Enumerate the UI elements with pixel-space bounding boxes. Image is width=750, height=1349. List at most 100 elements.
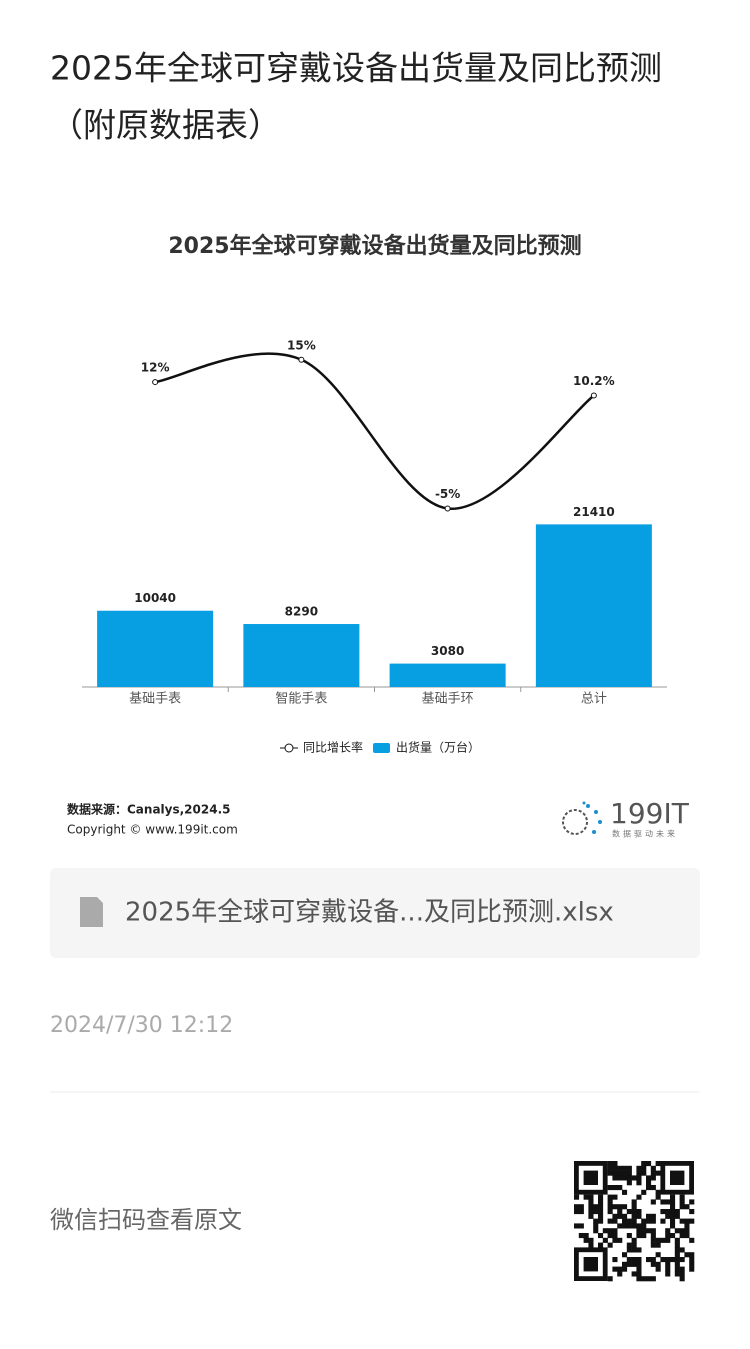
qr-module xyxy=(607,1242,613,1248)
qr-module xyxy=(631,1223,637,1229)
qr-module xyxy=(689,1252,695,1258)
qr-module xyxy=(607,1199,613,1205)
qr-module xyxy=(684,1233,690,1239)
logo-icon xyxy=(562,801,602,835)
qr-module xyxy=(689,1237,695,1243)
qr-module xyxy=(684,1218,690,1224)
qr-module xyxy=(689,1266,695,1272)
qr-module xyxy=(641,1276,647,1282)
qr-module xyxy=(631,1261,637,1267)
qr-module xyxy=(674,1237,680,1243)
qr-module xyxy=(670,1213,676,1219)
qr-module xyxy=(607,1228,613,1234)
qr-module xyxy=(631,1271,637,1277)
qr-module xyxy=(655,1261,661,1267)
qr-finder xyxy=(574,1247,608,1282)
qr-module xyxy=(612,1165,618,1171)
qr-module xyxy=(574,1223,580,1229)
qr-module xyxy=(622,1252,628,1258)
qr-module xyxy=(650,1228,656,1234)
qr-module xyxy=(583,1233,589,1239)
qr-module xyxy=(612,1257,618,1263)
qr-module xyxy=(665,1237,671,1243)
qr-module xyxy=(684,1228,690,1234)
qr-module xyxy=(646,1257,652,1263)
qr-module xyxy=(598,1194,604,1200)
x-tick-label: 基础手环 xyxy=(422,692,474,707)
qr-module xyxy=(636,1175,642,1181)
qr-module xyxy=(641,1165,647,1171)
qr-module xyxy=(679,1276,685,1282)
qr-module xyxy=(689,1218,695,1224)
qr-module xyxy=(670,1218,676,1224)
qr-module xyxy=(598,1213,604,1219)
qr-module xyxy=(578,1223,584,1229)
date: 2024/7/30 12:12 xyxy=(50,1013,233,1038)
legend-item: 同比增长率 xyxy=(280,740,363,755)
qr-module xyxy=(655,1194,661,1200)
qr-module xyxy=(646,1185,652,1191)
qr-module xyxy=(617,1170,623,1176)
qr-module xyxy=(636,1276,642,1282)
qr-module xyxy=(679,1228,685,1234)
qr-module xyxy=(655,1252,661,1258)
qr-module xyxy=(641,1233,647,1239)
qr-module xyxy=(646,1218,652,1224)
qr-module xyxy=(636,1266,642,1272)
qr-module xyxy=(593,1228,599,1234)
qr-module xyxy=(617,1271,623,1277)
qr-module xyxy=(670,1257,676,1263)
qr-module xyxy=(665,1209,671,1215)
qr-module xyxy=(650,1199,656,1205)
qr-module xyxy=(593,1204,599,1210)
qr-module xyxy=(650,1242,656,1248)
qr-caption: 微信扫码查看原文 xyxy=(50,1206,242,1234)
qr-module xyxy=(665,1213,671,1219)
qr-module xyxy=(655,1266,661,1272)
qr-module xyxy=(660,1257,666,1263)
qr-module xyxy=(650,1213,656,1219)
qr-module xyxy=(588,1194,594,1200)
qr-module xyxy=(598,1233,604,1239)
qr-module xyxy=(679,1218,685,1224)
line-point xyxy=(444,505,451,512)
qr-module xyxy=(665,1233,671,1239)
bar xyxy=(535,524,652,687)
qr-module xyxy=(636,1170,642,1176)
qr-module xyxy=(674,1209,680,1215)
qr-module xyxy=(574,1194,580,1200)
qr-module xyxy=(593,1218,599,1224)
qr-module xyxy=(631,1213,637,1219)
qr-module xyxy=(578,1233,584,1239)
qr-module xyxy=(583,1194,589,1200)
qr-module xyxy=(622,1218,628,1224)
bar xyxy=(243,624,360,687)
attachment-card[interactable] xyxy=(50,868,700,958)
qr-module xyxy=(607,1209,613,1215)
qr-module xyxy=(588,1237,594,1243)
qr-code[interactable] xyxy=(574,1161,695,1282)
qr-module xyxy=(636,1261,642,1267)
qr-module xyxy=(679,1199,685,1205)
qr-finder-core xyxy=(670,1170,685,1185)
qr-module xyxy=(622,1175,628,1181)
qr-module xyxy=(612,1213,618,1219)
qr-module xyxy=(612,1204,618,1210)
qr-module xyxy=(631,1218,637,1224)
x-tick-label: 智能手表 xyxy=(275,692,327,707)
qr-module xyxy=(684,1223,690,1229)
qr-module xyxy=(626,1261,632,1267)
qr-module xyxy=(650,1165,656,1171)
qr-module xyxy=(631,1199,637,1205)
qr-module xyxy=(641,1218,647,1224)
qr-module xyxy=(674,1271,680,1277)
attachment-name[interactable]: 2025年全球可穿戴设备...及同比预测.xlsx xyxy=(125,898,614,928)
qr-module xyxy=(636,1180,642,1186)
bar-value-label: 8290 xyxy=(285,605,318,619)
qr-module xyxy=(674,1252,680,1258)
x-tick-label: 基础手表 xyxy=(129,692,181,707)
line-value-label: -5% xyxy=(435,487,460,501)
qr-module xyxy=(598,1209,604,1215)
qr-module xyxy=(665,1266,671,1272)
